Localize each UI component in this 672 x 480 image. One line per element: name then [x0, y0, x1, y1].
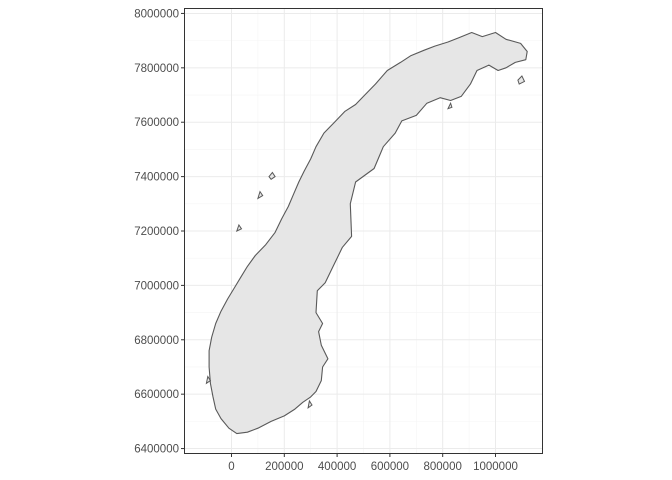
- x-tick-label: 800000: [424, 461, 462, 473]
- y-tick-label: 8000000: [134, 8, 179, 20]
- region-island: [447, 101, 453, 110]
- y-tick-label: 7600000: [134, 117, 179, 129]
- region-island: [268, 171, 276, 180]
- y-tick-label: 7400000: [134, 172, 179, 184]
- x-tick-label: 0: [228, 461, 234, 473]
- region-island: [517, 75, 526, 85]
- region-island: [205, 375, 212, 385]
- x-tick-label: 200000: [265, 461, 303, 473]
- y-tick-label: 6400000: [134, 444, 179, 456]
- x-tick-label: 400000: [318, 461, 356, 473]
- panel-border: [184, 8, 543, 454]
- region-mainland: [208, 31, 528, 435]
- region-island: [235, 223, 243, 232]
- x-axis: 0 200000 400000 600000 800000 1000000: [228, 454, 518, 473]
- region-island: [307, 399, 313, 409]
- y-tick-label: 7200000: [134, 226, 179, 238]
- y-tick-label: 6800000: [134, 335, 179, 347]
- norway-region: [205, 31, 528, 435]
- x-tick-label: 1000000: [473, 461, 518, 473]
- y-tick-label: 7800000: [134, 63, 179, 75]
- y-axis: 6400000 6600000 6800000 7000000 7200000 74000…: [134, 8, 184, 456]
- y-tick-label: 6600000: [134, 389, 179, 401]
- x-tick-label: 600000: [371, 461, 409, 473]
- y-tick-label: 7000000: [134, 280, 179, 292]
- region-island: [257, 190, 264, 200]
